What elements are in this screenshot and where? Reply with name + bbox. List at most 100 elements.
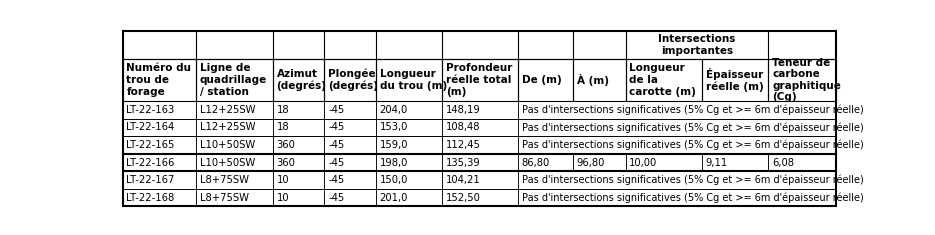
- Text: 112,45: 112,45: [446, 140, 481, 150]
- Bar: [518, 59, 573, 101]
- Bar: [702, 59, 769, 101]
- Bar: [769, 154, 836, 171]
- Text: 150,0: 150,0: [380, 175, 408, 185]
- Text: Pas d'intersections significatives (5% Cg et >= 6m d'épaisseur réelle): Pas d'intersections significatives (5% C…: [522, 175, 863, 185]
- Text: 9,11: 9,11: [706, 157, 728, 168]
- Text: Plongée
(degrés): Plongée (degrés): [328, 69, 378, 91]
- Text: 10: 10: [277, 175, 289, 185]
- Bar: [376, 119, 442, 136]
- Bar: [324, 154, 376, 171]
- Bar: [196, 119, 273, 136]
- Bar: [376, 154, 442, 171]
- Text: À (m): À (m): [577, 74, 609, 86]
- Text: Longueur
du trou (m): Longueur du trou (m): [380, 69, 447, 91]
- Text: Pas d'intersections significatives (5% Cg et >= 6m d'épaisseur réelle): Pas d'intersections significatives (5% C…: [522, 122, 863, 133]
- Bar: [324, 189, 376, 206]
- Bar: [518, 136, 836, 154]
- Bar: [122, 101, 196, 119]
- Text: De (m): De (m): [522, 75, 561, 85]
- Text: Teneur de
carbone
graphitique
(Cg): Teneur de carbone graphitique (Cg): [772, 58, 841, 102]
- Text: 18: 18: [277, 122, 289, 133]
- Text: 152,50: 152,50: [446, 193, 481, 203]
- Bar: [196, 171, 273, 189]
- Bar: [324, 59, 376, 101]
- Bar: [196, 136, 273, 154]
- Bar: [273, 189, 324, 206]
- Bar: [442, 189, 518, 206]
- Text: Pas d'intersections significatives (5% Cg et >= 6m d'épaisseur réelle): Pas d'intersections significatives (5% C…: [522, 105, 863, 115]
- Bar: [196, 101, 273, 119]
- Bar: [442, 154, 518, 171]
- Bar: [273, 171, 324, 189]
- Text: L12+25SW: L12+25SW: [200, 105, 255, 115]
- Bar: [376, 59, 442, 101]
- Bar: [273, 154, 324, 171]
- Text: 104,21: 104,21: [446, 175, 481, 185]
- Bar: [376, 136, 442, 154]
- Text: 204,0: 204,0: [380, 105, 408, 115]
- Bar: [376, 171, 442, 189]
- Text: LT-22-163: LT-22-163: [126, 105, 175, 115]
- Text: 10: 10: [277, 193, 289, 203]
- Text: -45: -45: [328, 122, 344, 133]
- Text: LT-22-164: LT-22-164: [126, 122, 175, 133]
- Bar: [324, 101, 376, 119]
- Text: 108,48: 108,48: [446, 122, 481, 133]
- Text: LT-22-166: LT-22-166: [126, 157, 175, 168]
- Text: -45: -45: [328, 157, 344, 168]
- Text: 198,0: 198,0: [380, 157, 408, 168]
- Bar: [273, 59, 324, 101]
- Bar: [122, 136, 196, 154]
- Bar: [122, 119, 196, 136]
- Bar: [518, 154, 573, 171]
- Bar: [518, 119, 836, 136]
- Bar: [518, 189, 836, 206]
- Text: 159,0: 159,0: [380, 140, 409, 150]
- Text: 148,19: 148,19: [446, 105, 481, 115]
- Text: 360: 360: [277, 140, 295, 150]
- Bar: [442, 136, 518, 154]
- Bar: [376, 101, 442, 119]
- Text: LT-22-168: LT-22-168: [126, 193, 175, 203]
- Bar: [626, 154, 702, 171]
- Text: Pas d'intersections significatives (5% Cg et >= 6m d'épaisseur réelle): Pas d'intersections significatives (5% C…: [522, 192, 863, 203]
- Text: 360: 360: [277, 157, 295, 168]
- Bar: [573, 59, 626, 101]
- Text: 6,08: 6,08: [772, 157, 794, 168]
- Text: L12+25SW: L12+25SW: [200, 122, 255, 133]
- Text: L8+75SW: L8+75SW: [200, 193, 249, 203]
- Bar: [518, 101, 836, 119]
- Bar: [122, 154, 196, 171]
- Text: -45: -45: [328, 140, 344, 150]
- Bar: [324, 171, 376, 189]
- Text: 153,0: 153,0: [380, 122, 408, 133]
- Bar: [626, 59, 702, 101]
- Text: Profondeur
réelle total
(m): Profondeur réelle total (m): [446, 63, 512, 97]
- Bar: [324, 136, 376, 154]
- Bar: [196, 189, 273, 206]
- Bar: [573, 154, 626, 171]
- Text: Numéro du
trou de
forage: Numéro du trou de forage: [126, 63, 192, 97]
- Bar: [376, 189, 442, 206]
- Text: Longueur
de la
carotte (m): Longueur de la carotte (m): [629, 63, 697, 97]
- Text: Épaisseur
réelle (m): Épaisseur réelle (m): [706, 68, 764, 92]
- Text: -45: -45: [328, 175, 344, 185]
- Text: -45: -45: [328, 193, 344, 203]
- Bar: [196, 59, 273, 101]
- Bar: [518, 171, 836, 189]
- Text: Ligne de
quadrillage
/ station: Ligne de quadrillage / station: [200, 63, 267, 97]
- Text: 135,39: 135,39: [446, 157, 481, 168]
- Bar: [273, 119, 324, 136]
- Bar: [442, 119, 518, 136]
- Text: L10+50SW: L10+50SW: [200, 140, 255, 150]
- Text: Intersections
importantes: Intersections importantes: [658, 34, 736, 56]
- Text: 201,0: 201,0: [380, 193, 408, 203]
- Bar: [442, 101, 518, 119]
- Bar: [196, 154, 273, 171]
- Text: 10,00: 10,00: [629, 157, 657, 168]
- Text: LT-22-165: LT-22-165: [126, 140, 175, 150]
- Bar: [769, 59, 836, 101]
- Bar: [273, 136, 324, 154]
- Text: 86,80: 86,80: [522, 157, 550, 168]
- Text: Azimut
(degrés): Azimut (degrés): [277, 69, 326, 91]
